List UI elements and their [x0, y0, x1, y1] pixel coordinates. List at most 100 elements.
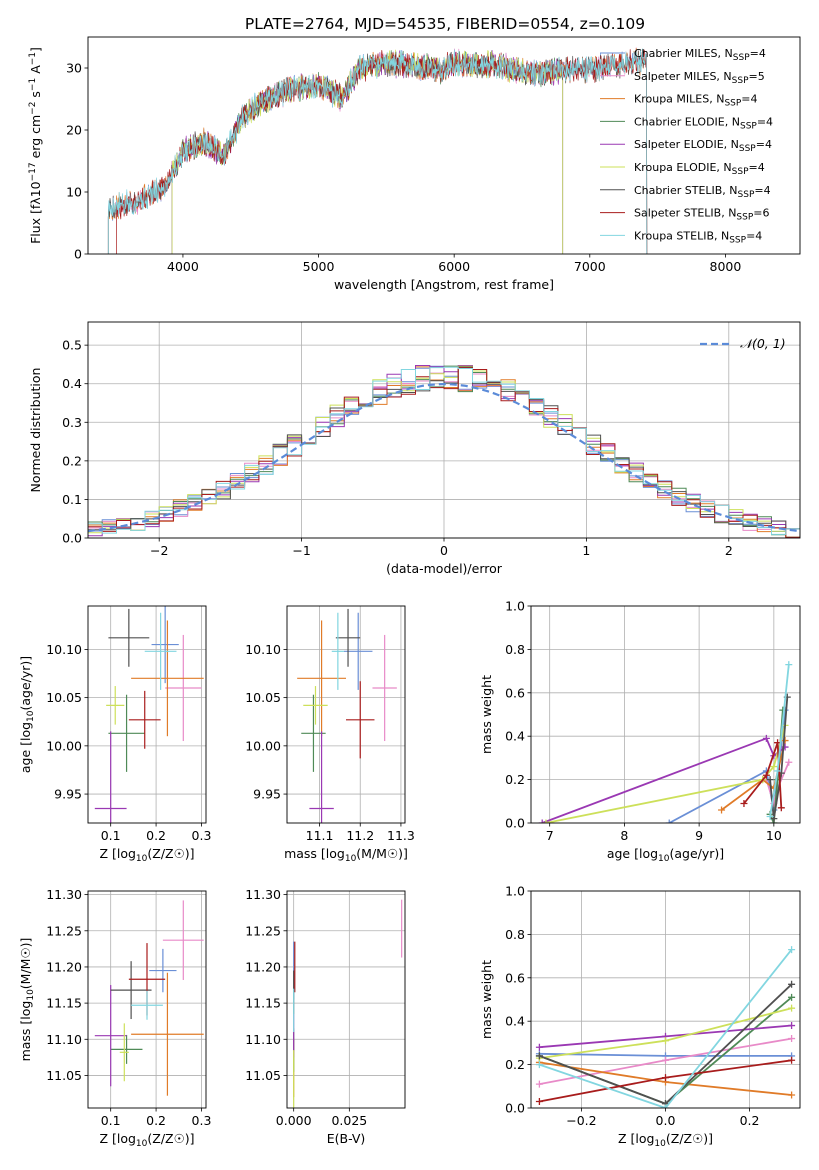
weight-marker — [535, 1052, 543, 1060]
x-tick-label: 0.2 — [740, 1113, 760, 1128]
error-bar-point — [131, 972, 204, 1096]
weight-marker — [779, 706, 787, 714]
label-part: Flux [fλ10 — [28, 181, 43, 244]
x-tick-label: 2 — [725, 543, 733, 558]
weight-marker — [662, 1074, 669, 1082]
y-tick-label: 11.20 — [46, 959, 82, 974]
error-bar-point — [106, 686, 125, 725]
label-part: mass [ — [284, 846, 326, 861]
legend-entry: Chabrier STELIB, NSSP=4 — [634, 184, 771, 200]
legend-entry: Kroupa MILES, NSSP=4 — [634, 93, 758, 109]
x-tick-label: 6000 — [438, 259, 470, 274]
normal-curve — [88, 382, 800, 533]
error-bar-point — [110, 1034, 143, 1064]
error-bar-point — [94, 731, 127, 823]
label-part: Z [ — [99, 1131, 116, 1146]
label-part: −1 — [28, 78, 38, 91]
error-bar-point — [346, 681, 375, 759]
label-part: mass weight — [479, 960, 494, 1039]
y-tick-label: 10.10 — [245, 642, 281, 657]
x-tick-label: 7 — [546, 828, 554, 843]
label-part: SSP — [732, 76, 749, 86]
label-part: =4 — [756, 138, 772, 151]
y-tick-label: 1.0 — [505, 884, 525, 899]
panel-mass-vs-Z: 0.1 0.2 0.3 11.05 11.10 11.15 11.20 11.25 11.30 Z… — [18, 887, 211, 1149]
grid-lines — [287, 606, 405, 823]
y-tick-label: 0.2 — [505, 1057, 525, 1072]
weight-marker — [788, 1035, 796, 1043]
x-tick-label: 0.1 — [101, 828, 121, 843]
label-part: mass [ — [18, 1020, 33, 1062]
axes-frame — [530, 605, 801, 824]
panel-spectrum: 4000 5000 6000 7000 8000 0 10 20 30 wavelength [A… — [28, 36, 801, 292]
label-part: Chabrier ELODIE, N — [634, 115, 740, 128]
weight-marker — [774, 767, 782, 775]
legend-entry: Chabrier ELODIE, NSSP=4 — [634, 115, 773, 131]
label-part: wavelength [Angstrom, rest frame] — [334, 277, 554, 292]
legend: 𝒩(0, 1) — [700, 336, 786, 351]
y-tick-label: 10.05 — [245, 690, 281, 705]
label-part: (age/yr)] — [18, 656, 33, 711]
label-part: (Z/Z☉)] — [666, 1131, 713, 1146]
x-tick-label: 1 — [582, 543, 590, 558]
legend-entry: Chabrier MILES, NSSP=4 — [634, 47, 766, 63]
weight-line — [539, 949, 793, 1108]
axes-frame — [87, 321, 801, 539]
y-tick-label: 11.30 — [46, 887, 82, 902]
y-tick-label: 9.95 — [54, 787, 82, 802]
weight-marker — [777, 804, 785, 812]
label-part: log — [18, 722, 33, 741]
y-tick-label: 10.05 — [46, 690, 82, 705]
x-tick-label: 8 — [620, 828, 628, 843]
y-tick-label: 11.10 — [245, 1032, 281, 1047]
y-tick-label: 11.20 — [245, 959, 281, 974]
label-part: log — [639, 846, 658, 861]
label-part: ] — [28, 47, 43, 52]
grid-lines — [88, 891, 206, 1108]
weight-marker — [785, 661, 793, 669]
panel-mass-weight-vs-Z: −0.2 0.0 0.2 0.0 0.2 0.4 0.6 0.8 1.0 Z [log10(Z/Z… — [479, 884, 801, 1149]
weight-marker — [662, 1104, 669, 1108]
y-tick-label: 9.95 — [253, 787, 281, 802]
plot-area — [94, 606, 204, 823]
axes-frame — [286, 890, 406, 1109]
x-tick-label: 0.000 — [276, 1113, 312, 1128]
label-part: Normed distribution — [28, 368, 43, 493]
weight-marker — [740, 799, 748, 807]
y-tick-label: 10 — [66, 185, 82, 200]
plot-area — [535, 946, 796, 1108]
weight-marker — [535, 1043, 543, 1051]
label-part: Salpeter MILES, N — [634, 70, 732, 83]
error-bar-point — [108, 608, 150, 667]
weight-marker — [665, 819, 673, 823]
label-part: =6 — [753, 207, 769, 220]
label-part: 10 — [345, 854, 357, 864]
label-part: Salpeter ELODIE, N — [634, 138, 739, 151]
y-tick-label: 0.6 — [505, 970, 525, 985]
spectrum-line — [116, 49, 648, 254]
y-tick-label: 11.05 — [245, 1068, 281, 1083]
y-tick-label: 11.15 — [245, 996, 281, 1011]
error-bar-point — [108, 694, 145, 772]
label-part: =5 — [749, 70, 765, 83]
label-part: Kroupa MILES, N — [634, 93, 724, 106]
y-tick-label: 0.0 — [62, 531, 82, 546]
label-part: 10 — [658, 854, 670, 864]
panel-age-vs-mass: 11.1 11.2 11.3 9.95 10.00 10.05 10.10 mass [log… — [245, 605, 415, 864]
y-tick-label: 10.00 — [46, 738, 82, 753]
error-bar-point — [343, 612, 373, 690]
panel-residuals: −2 −1 0 1 2 0.0 0.1 0.2 0.3 0.4 0.5 (data-model)/er… — [28, 321, 801, 576]
figure-title: PLATE=2764, MJD=54535, FIBERID=0554, z=0… — [245, 15, 645, 33]
legend-entry: Salpeter STELIB, NSSP=6 — [634, 207, 770, 223]
label-part: Chabrier MILES, N — [634, 47, 733, 60]
weight-marker — [788, 993, 796, 1001]
label-part: Kroupa STELIB, N — [634, 229, 729, 242]
label-part: (Z/Z☉)] — [147, 846, 194, 861]
label-part: Z [ — [618, 1131, 635, 1146]
y-tick-label: 0.2 — [62, 453, 82, 468]
label-part: E(B-V) — [327, 1131, 366, 1146]
x-tick-label: 11.3 — [387, 828, 415, 843]
x-tick-label: 0.2 — [146, 1113, 166, 1128]
x-tick-label: 0.1 — [101, 1113, 121, 1128]
